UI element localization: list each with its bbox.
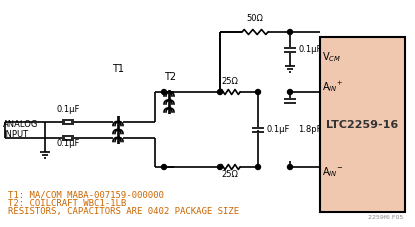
Circle shape <box>217 165 222 170</box>
Text: 0.1µF: 0.1µF <box>56 140 80 148</box>
Text: T1: T1 <box>112 64 124 74</box>
Text: A$_{IN}$$^{+}$: A$_{IN}$$^{+}$ <box>322 79 343 94</box>
Text: A$_{IN}$$^{-}$: A$_{IN}$$^{-}$ <box>322 165 343 179</box>
Text: 0.1µF: 0.1µF <box>266 125 289 134</box>
Text: 0.1µF: 0.1µF <box>56 106 80 114</box>
Circle shape <box>217 89 222 94</box>
Text: 25Ω: 25Ω <box>222 170 239 179</box>
Text: 2259f6 F05: 2259f6 F05 <box>368 215 403 220</box>
Text: RESISTORS, CAPACITORS ARE 0402 PACKAGE SIZE: RESISTORS, CAPACITORS ARE 0402 PACKAGE S… <box>8 207 239 216</box>
Circle shape <box>288 30 293 35</box>
Text: T1: MA/COM MABA-007159-000000: T1: MA/COM MABA-007159-000000 <box>8 191 164 200</box>
Text: T2: T2 <box>164 72 176 82</box>
Text: 0.1µF: 0.1µF <box>298 45 321 54</box>
Text: 50Ω: 50Ω <box>247 14 264 23</box>
Text: LTC2259-16: LTC2259-16 <box>326 119 399 129</box>
Text: 1.8pF: 1.8pF <box>298 125 322 134</box>
Circle shape <box>288 165 293 170</box>
Text: T2: COILCRAFT WBC1-1LB: T2: COILCRAFT WBC1-1LB <box>8 199 126 208</box>
Circle shape <box>256 165 261 170</box>
Circle shape <box>256 89 261 94</box>
Text: V$_{CM}$: V$_{CM}$ <box>322 50 341 64</box>
Circle shape <box>288 89 293 94</box>
Text: 25Ω: 25Ω <box>222 77 239 86</box>
Circle shape <box>161 165 166 170</box>
Circle shape <box>161 89 166 94</box>
Text: ANALOG
INPUT: ANALOG INPUT <box>3 120 38 139</box>
FancyBboxPatch shape <box>320 37 405 212</box>
